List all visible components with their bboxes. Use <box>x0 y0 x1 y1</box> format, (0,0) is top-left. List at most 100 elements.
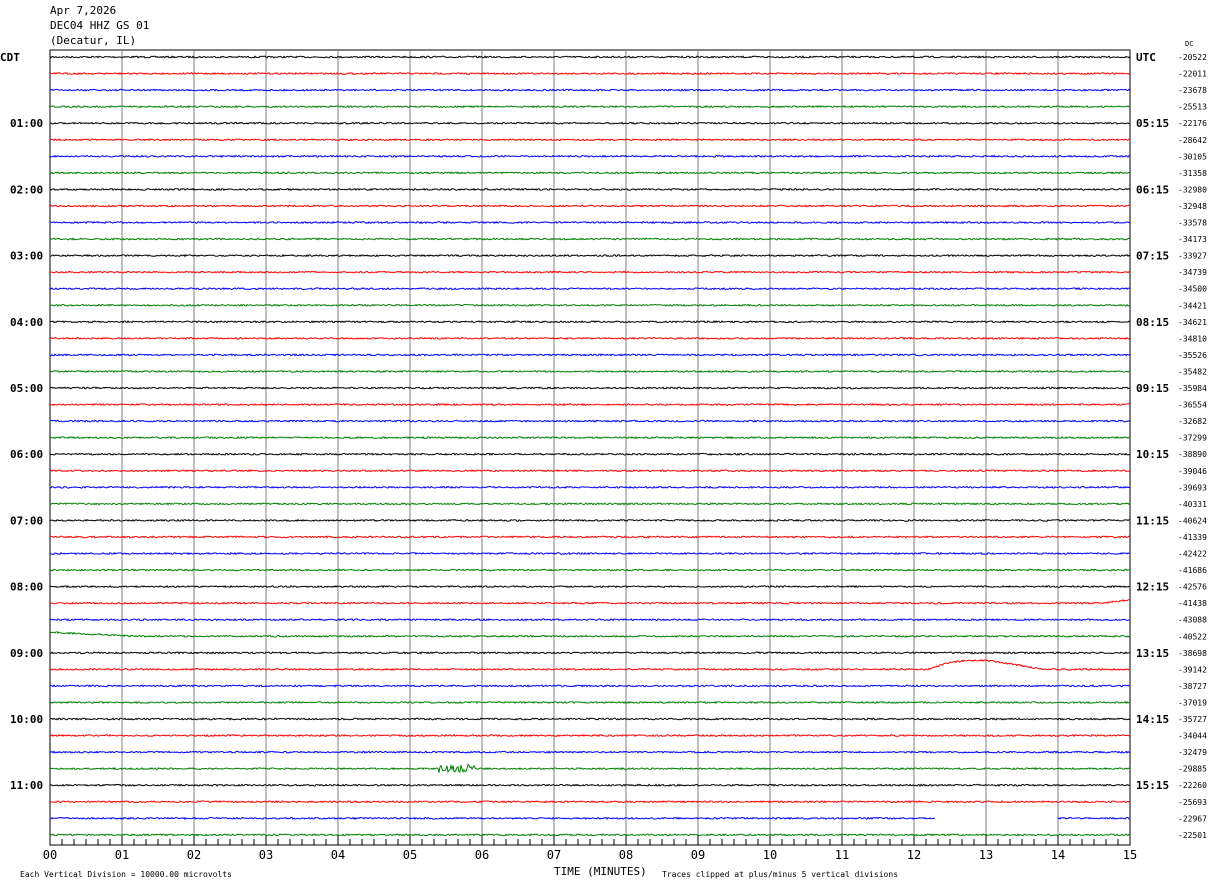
right-time-label: 08:15 <box>1136 316 1169 329</box>
left-time-label: 06:00 <box>10 448 43 461</box>
dc-offset-label: -22176 <box>1178 119 1207 128</box>
trace-line <box>49 303 1131 307</box>
x-tick-label: 15 <box>1123 848 1137 862</box>
trace-line <box>49 763 1131 774</box>
trace-line <box>49 336 1131 340</box>
dc-offset-label: -22501 <box>1178 831 1207 840</box>
trace-line <box>49 138 1131 142</box>
trace-line <box>49 502 1131 506</box>
dc-offset-label: -32682 <box>1178 417 1207 426</box>
dc-offset-label: -25693 <box>1178 798 1207 807</box>
trace-line <box>49 783 1131 787</box>
dc-offset-label: -32980 <box>1178 185 1207 194</box>
trace-line <box>49 452 1131 456</box>
trace-line <box>49 584 1131 589</box>
dc-offset-label: -31358 <box>1178 169 1207 178</box>
x-tick-label: 05 <box>403 848 417 862</box>
dc-offset-label: -35482 <box>1178 367 1207 376</box>
trace-line <box>49 659 1131 671</box>
dc-offset-label: -37019 <box>1178 698 1207 707</box>
dc-offset-label: -37299 <box>1178 434 1207 443</box>
x-tick-label: 12 <box>907 848 921 862</box>
clip-note: Traces clipped at plus/minus 5 vertical … <box>662 870 899 879</box>
trace-line <box>49 518 1131 523</box>
dc-offset-label: -39693 <box>1178 483 1207 492</box>
dc-offset-label: -40331 <box>1178 500 1207 509</box>
dc-offset-label: -42576 <box>1178 583 1207 592</box>
trace-line <box>49 833 1131 837</box>
dc-offset-label: -35526 <box>1178 351 1207 360</box>
trace-line <box>49 154 1131 158</box>
right-time-label: 10:15 <box>1136 448 1169 461</box>
trace-line <box>49 700 1131 705</box>
right-time-label: 07:15 <box>1136 250 1169 263</box>
dc-offset-label: -38890 <box>1178 450 1207 459</box>
right-time-label: 15:15 <box>1136 779 1169 792</box>
trace-line <box>49 535 1131 539</box>
trace-line <box>49 469 1131 473</box>
x-tick-label: 04 <box>331 848 345 862</box>
dc-offset-label: -33578 <box>1178 219 1207 228</box>
left-time-label: 08:00 <box>10 581 43 594</box>
trace-line <box>49 204 1131 208</box>
location-label: (Decatur, IL) <box>50 34 137 47</box>
dc-offset-label: -34044 <box>1178 732 1207 741</box>
trace-line <box>49 386 1131 390</box>
x-axis-label: TIME (MINUTES) <box>554 865 647 878</box>
dc-offset-label: -42422 <box>1178 550 1207 559</box>
trace-line <box>49 320 1131 324</box>
trace-line <box>49 568 1131 572</box>
dc-offset-label: -29885 <box>1178 765 1207 774</box>
x-tick-label: 10 <box>763 848 777 862</box>
trace-line <box>49 733 1131 738</box>
dc-offset-label: -34173 <box>1178 235 1207 244</box>
trace-line <box>49 684 1131 688</box>
dc-offset-label: -38698 <box>1178 649 1207 658</box>
trace-line <box>50 436 1131 440</box>
x-tick-label: 11 <box>835 848 849 862</box>
x-tick-label: 14 <box>1051 848 1065 862</box>
trace-line <box>49 551 1131 556</box>
x-tick-label: 09 <box>691 848 705 862</box>
trace-line <box>49 717 1131 721</box>
dc-offset-label: -34421 <box>1178 301 1207 310</box>
dc-offset-label: -23678 <box>1178 86 1207 95</box>
trace-line <box>49 651 1131 655</box>
right-time-label: 09:15 <box>1136 382 1169 395</box>
dc-offset-label: -33927 <box>1178 252 1207 261</box>
trace-line <box>49 750 1131 754</box>
left-time-label: 02:00 <box>10 183 43 196</box>
dc-offset-label: -25513 <box>1178 103 1207 112</box>
left-time-label: 07:00 <box>10 514 43 527</box>
dc-offset-label: -35984 <box>1178 384 1207 393</box>
dc-offset-label: -39142 <box>1178 665 1207 674</box>
trace-line <box>49 369 1131 374</box>
right-time-label: 12:15 <box>1136 581 1169 594</box>
right-time-label: UTC <box>1136 51 1156 64</box>
dc-label: DC <box>1185 40 1193 48</box>
x-tick-label: 03 <box>259 848 273 862</box>
right-time-label: 13:15 <box>1136 647 1169 660</box>
dc-offset-label: -22011 <box>1178 70 1207 79</box>
dc-offset-label: -40624 <box>1178 516 1207 525</box>
left-time-label: 11:00 <box>10 779 43 792</box>
dc-offset-label: -34739 <box>1178 268 1207 277</box>
dc-offset-label: -34500 <box>1178 285 1207 294</box>
left-time-label: 01:00 <box>10 117 43 130</box>
x-tick-label: 06 <box>475 848 489 862</box>
date-label: Apr 7,2026 <box>50 4 117 17</box>
trace-line <box>49 121 1131 125</box>
dc-offset-label: -41686 <box>1178 566 1207 575</box>
trace-line <box>49 599 1131 605</box>
dc-offset-label: -22967 <box>1178 814 1207 823</box>
x-tick-label: 00 <box>43 848 57 862</box>
dc-offset-label: -22260 <box>1178 781 1207 790</box>
trace-line <box>49 253 1131 258</box>
dc-offset-label: -40522 <box>1178 632 1207 641</box>
dc-offset-label: -35727 <box>1178 715 1207 724</box>
dc-offset-label: -32479 <box>1178 748 1207 757</box>
dc-offset-label: -20522 <box>1178 53 1207 62</box>
station-label: DEC04 HHZ GS 01 <box>50 19 150 32</box>
dc-offset-label: -41339 <box>1178 533 1207 542</box>
